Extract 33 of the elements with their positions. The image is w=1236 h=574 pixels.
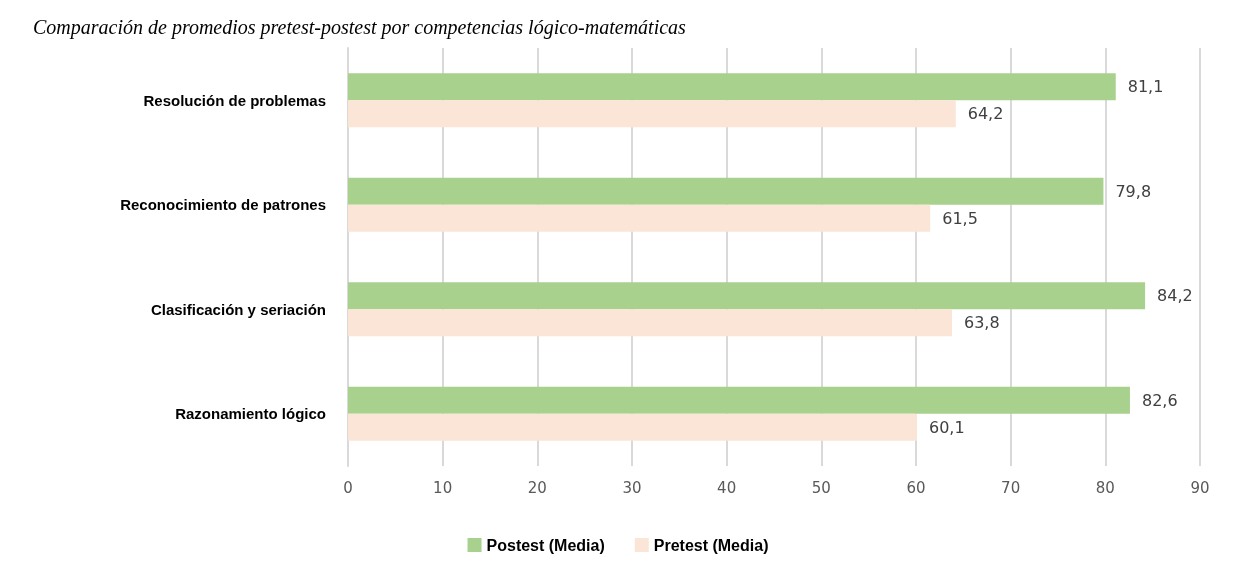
bar bbox=[348, 386, 1130, 414]
data-label: 64,2 bbox=[967, 104, 1004, 124]
bar bbox=[348, 309, 952, 337]
bar bbox=[348, 100, 956, 128]
legend-label: Postest (Media) bbox=[486, 536, 605, 554]
data-label: 63,8 bbox=[963, 313, 1000, 333]
data-label: 60,1 bbox=[928, 417, 965, 437]
x-tick-label: 0 bbox=[343, 478, 353, 497]
x-tick-label: 40 bbox=[717, 478, 737, 497]
bar bbox=[348, 73, 1116, 101]
legend-label: Pretest (Media) bbox=[653, 536, 769, 554]
x-tick-label: 50 bbox=[811, 478, 831, 497]
data-label: 84,2 bbox=[1157, 286, 1193, 306]
bar bbox=[348, 204, 931, 232]
y-tick-label: Resolución de problemas bbox=[143, 91, 326, 109]
y-tick-label: Razonamiento lógico bbox=[175, 405, 326, 423]
chart-title: Comparación de promedios pretest-postest por competencias lógico-matemáticas bbox=[33, 16, 687, 39]
data-label: 61,5 bbox=[942, 208, 978, 228]
x-tick-label: 30 bbox=[622, 478, 642, 497]
x-tick-label: 70 bbox=[1001, 478, 1021, 497]
bar bbox=[348, 413, 917, 441]
x-tick-label: 60 bbox=[906, 478, 926, 497]
data-label: 81,1 bbox=[1127, 77, 1164, 97]
y-tick-label: Reconocimiento de patrones bbox=[120, 196, 326, 214]
y-tick-label: Clasificación y seriación bbox=[150, 300, 326, 318]
x-tick-label: 90 bbox=[1190, 478, 1210, 497]
bar bbox=[348, 282, 1146, 310]
x-tick-label: 80 bbox=[1095, 478, 1115, 497]
data-label: 79,8 bbox=[1115, 181, 1152, 201]
data-label: 82,6 bbox=[1141, 390, 1178, 410]
x-tick-label: 10 bbox=[433, 478, 453, 497]
x-tick-label: 20 bbox=[527, 478, 547, 497]
bar bbox=[348, 177, 1104, 205]
